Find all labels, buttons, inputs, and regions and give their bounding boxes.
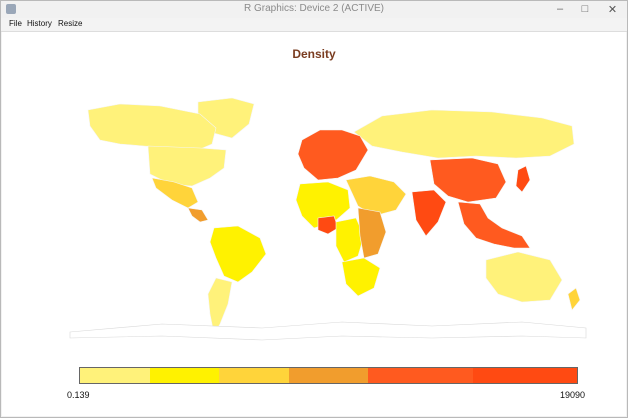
legend-swatch [149,368,220,383]
legend-swatch [80,368,150,383]
plot-canvas: Density [2,32,626,416]
menu-file[interactable]: File [9,19,22,28]
maximize-icon[interactable]: □ [581,3,589,15]
map-region-middle-east [345,175,407,217]
map-region-southern-africa [341,257,381,297]
legend-swatch [288,368,369,383]
legend-max-label: 19090 [560,390,586,400]
map-region-russia [353,109,575,159]
menu-resize[interactable]: Resize [58,19,83,28]
window-title: R Graphics: Device 2 (ACTIVE) [243,3,385,14]
map-region-europe [297,129,369,181]
map-region-india [411,189,447,237]
map-region-nigeria [317,215,339,235]
map-region-southeast-asia [457,201,531,249]
legend-colorbar [79,367,578,384]
map-region-japan [515,165,531,193]
plot-title: Density [292,47,336,61]
legend-swatch [368,368,473,383]
title-bar[interactable]: R Graphics: Device 2 (ACTIVE) – □ ✕ [1,1,627,19]
map-region-central-africa [335,217,365,263]
map-region-canada [87,103,217,151]
menu-history[interactable]: History [27,19,52,28]
map-region-central-america [187,207,209,223]
menu-bar: File History Resize [1,18,627,32]
map-region-antarctica [69,321,587,341]
minimize-icon[interactable]: – [556,3,564,15]
r-app-icon [6,4,16,14]
map-region-china [429,157,507,203]
legend-swatch [472,368,577,383]
map-region-argentina [207,277,233,335]
legend-swatch [219,368,289,383]
legend-min-label: 0.139 [67,390,90,400]
map-region-brazil [209,225,267,283]
map-region-east-africa [357,207,387,259]
map-region-new-zealand [567,287,581,311]
map-region-united-states [147,145,227,187]
map-region-australia [485,251,563,303]
close-icon[interactable]: ✕ [607,3,618,16]
map-region-mexico [151,177,199,209]
world-map [69,97,587,341]
